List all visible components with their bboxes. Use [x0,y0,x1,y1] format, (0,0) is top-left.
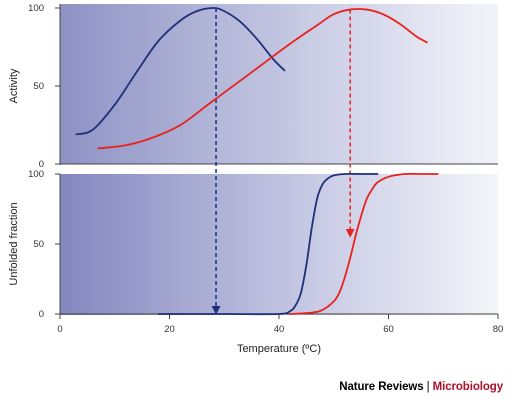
unfolded-ytick-label: 0 [39,309,44,320]
unfolded-ytick-label: 50 [33,239,44,250]
activity-series-1-line [97,8,428,150]
journal-credit: Nature Reviews | Microbiology [339,381,503,393]
credit-separator: | [426,381,430,393]
xtick-label: 20 [164,324,175,335]
xtick-label: 80 [493,324,504,335]
activity-series-0-line [75,7,286,136]
curves-layer [75,7,439,316]
panel-gap [60,164,498,174]
activity-ytick-label: 100 [28,3,44,14]
xtick-label: 40 [274,324,285,335]
activity-ytick-label: 50 [33,81,44,92]
publisher-name: Nature Reviews [339,381,424,393]
unfolded-y-axis-title: Unfolded fraction [8,202,20,285]
activity-panel-background [60,4,498,164]
activity-y-axis-title: Activity [8,68,20,103]
x-axis-title: Temperature (ºC) [237,343,321,355]
arrows-layer [211,8,355,315]
activity-ytick-label: 0 [39,159,44,170]
activity-axes [55,4,498,165]
unfolded-panel-background [60,174,498,315]
xtick-label: 0 [57,324,62,335]
journal-name: Microbiology [432,381,503,393]
unfolded-series-0-line [157,172,379,316]
unfolded-series-1-line [289,172,439,315]
unfolded-ytick-label: 100 [28,169,44,180]
xtick-label: 60 [383,324,394,335]
